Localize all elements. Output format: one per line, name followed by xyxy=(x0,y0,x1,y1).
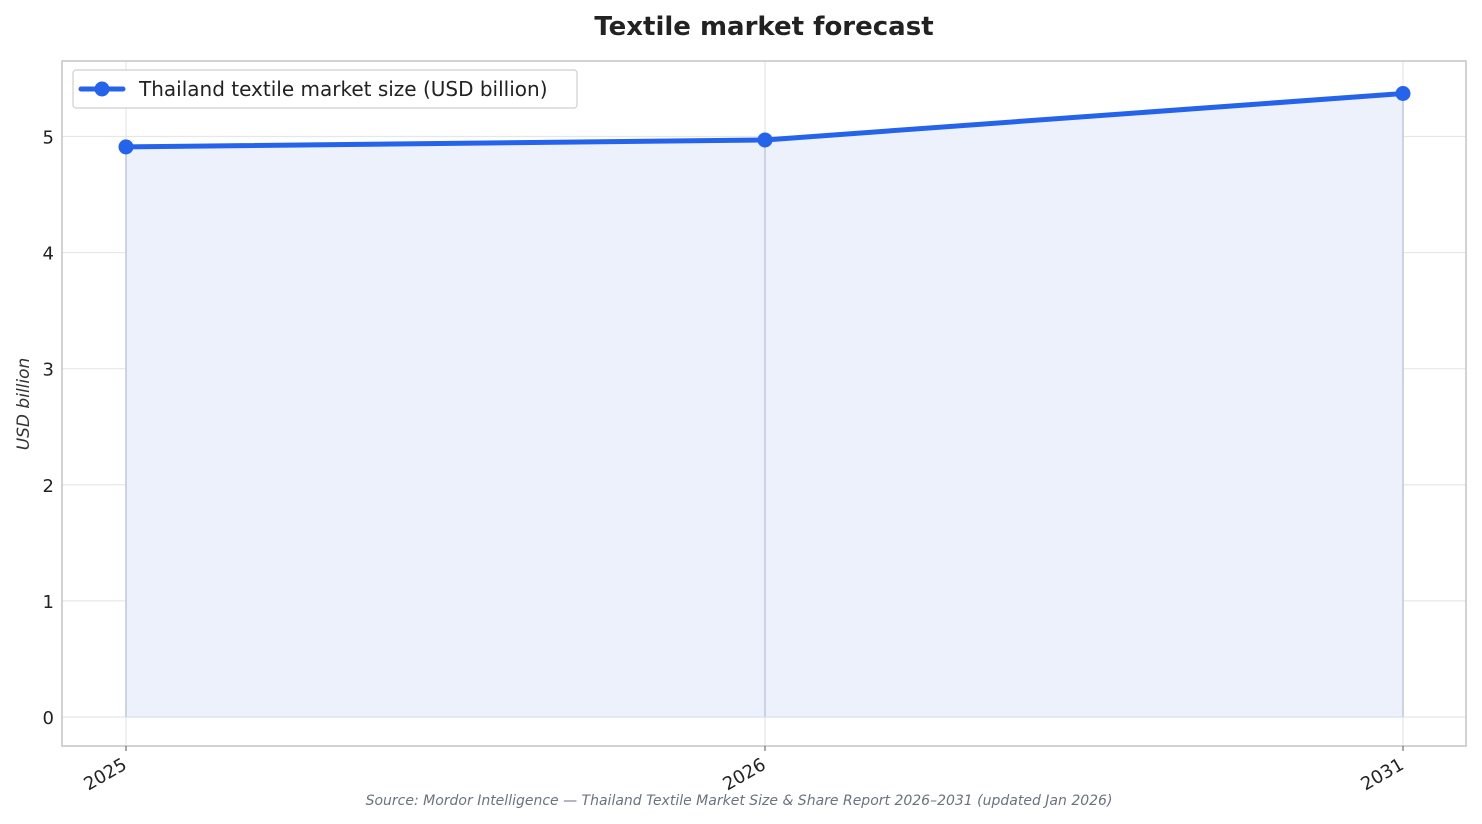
source-note: Source: Mordor Intelligence — Thailand T… xyxy=(366,793,1113,809)
x-tick-label: 2031 xyxy=(1357,754,1407,795)
x-tick-label: 2026 xyxy=(719,754,769,795)
data-point xyxy=(757,132,773,148)
legend-marker-swatch xyxy=(94,81,110,97)
ytick-layer: 0 1 2 3 4 5 xyxy=(43,127,54,729)
y-tick-label: 3 xyxy=(43,360,54,381)
data-point xyxy=(118,139,134,155)
x-tick-label: 2025 xyxy=(80,754,130,795)
point-layer xyxy=(118,86,1411,155)
legend-entry-label: Thailand textile market size (USD billio… xyxy=(138,77,548,101)
dropline-layer xyxy=(125,93,1404,717)
legend-box xyxy=(72,69,578,109)
chart-title: Textile market forecast xyxy=(594,12,933,42)
y-tick-label: 5 xyxy=(43,127,54,148)
y-tick-label: 2 xyxy=(43,476,54,497)
legend: Thailand textile market size (USD billio… xyxy=(72,69,578,109)
data-point xyxy=(1395,86,1411,102)
xtick-layer: 2025 2026 2031 xyxy=(80,746,1408,795)
y-tick-label: 4 xyxy=(43,244,54,265)
y-axis-label: USD billion xyxy=(14,358,34,451)
y-tick-label: 0 xyxy=(43,708,54,729)
plot-frame xyxy=(61,60,1467,747)
y-tick-label: 1 xyxy=(43,592,54,613)
